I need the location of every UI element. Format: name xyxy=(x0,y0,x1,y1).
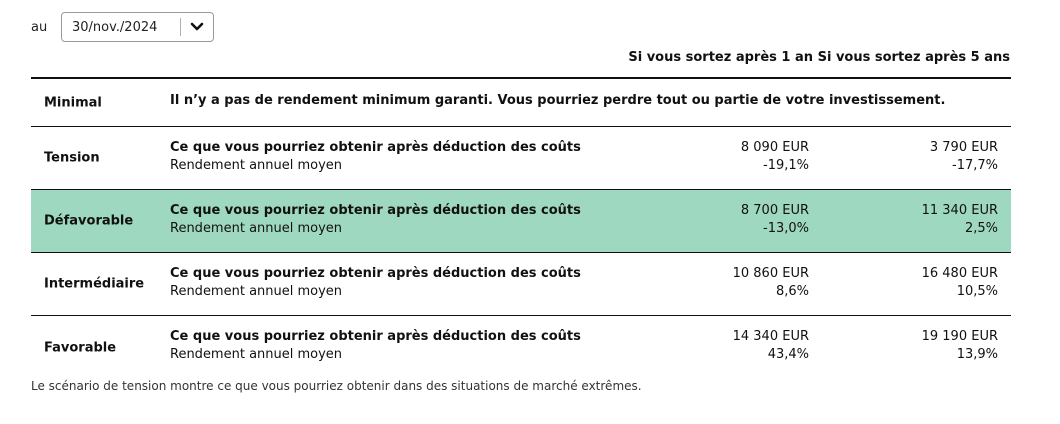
scenario-name: Favorable xyxy=(44,340,117,355)
value-5-years: 16 480 EUR 10,5% xyxy=(922,265,998,301)
return-1-year: -19,1% xyxy=(763,158,809,173)
table-top-rule xyxy=(31,77,1011,79)
table-row-favourable: Favorable Ce que vous pourriez obtenir a… xyxy=(31,316,1011,379)
return-1-year: 43,4% xyxy=(767,347,809,362)
return-5-years: 10,5% xyxy=(956,284,998,299)
amount-1-year: 14 340 EUR xyxy=(732,329,809,344)
date-select[interactable]: 30/nov./2024 xyxy=(61,12,214,42)
amount-5-years: 11 340 EUR xyxy=(921,203,998,218)
scenario-description: Ce que vous pourriez obtenir après déduc… xyxy=(170,202,581,238)
date-selector-row: au 30/nov./2024 xyxy=(31,12,214,42)
stress-scenario-footnote: Le scénario de tension montre ce que vou… xyxy=(31,379,642,393)
amount-5-years: 3 790 EUR xyxy=(929,140,998,155)
value-5-years: 3 790 EUR -17,7% xyxy=(930,139,998,175)
scenario-description: Ce que vous pourriez obtenir après déduc… xyxy=(170,265,581,301)
description-sub: Rendement annuel moyen xyxy=(170,221,343,236)
amount-1-year: 8 090 EUR xyxy=(740,140,809,155)
table-row-unfavourable: Défavorable Ce que vous pourriez obtenir… xyxy=(31,190,1011,253)
date-label: au xyxy=(31,19,48,35)
scenario-description: Ce que vous pourriez obtenir après déduc… xyxy=(170,139,581,175)
value-1-year: 8 700 EUR -13,0% xyxy=(741,202,809,238)
table-row-minimal: Minimal Il n’y a pas de rendement minimu… xyxy=(31,79,1011,127)
date-select-separator xyxy=(180,18,181,36)
scenario-name: Tension xyxy=(44,150,100,166)
value-5-years: 11 340 EUR 2,5% xyxy=(922,202,998,238)
scenario-name: Intermédiaire xyxy=(44,276,145,292)
value-5-years: 19 190 EUR 13,9% xyxy=(922,328,998,364)
scenario-name: Minimal xyxy=(44,95,102,110)
description-main: Ce que vous pourriez obtenir après déduc… xyxy=(170,329,581,344)
value-1-year: 14 340 EUR 43,4% xyxy=(733,328,809,364)
return-5-years: 2,5% xyxy=(964,221,998,236)
description-sub: Rendement annuel moyen xyxy=(170,158,343,173)
amount-1-year: 10 860 EUR xyxy=(732,266,809,281)
return-5-years: -17,7% xyxy=(952,158,998,173)
table-row-tension: Tension Ce que vous pourriez obtenir apr… xyxy=(31,127,1011,190)
description-main: Ce que vous pourriez obtenir après déduc… xyxy=(170,266,581,281)
value-1-year: 8 090 EUR -19,1% xyxy=(741,139,809,175)
amount-5-years: 19 190 EUR xyxy=(921,329,998,344)
minimal-description: Il n’y a pas de rendement minimum garant… xyxy=(170,93,946,108)
column-header-5-years: Si vous sortez après 5 ans xyxy=(817,50,1010,65)
scenario-description: Ce que vous pourriez obtenir après déduc… xyxy=(170,328,581,364)
return-1-year: 8,6% xyxy=(775,284,809,299)
date-value: 30/nov./2024 xyxy=(72,19,158,35)
value-1-year: 10 860 EUR 8,6% xyxy=(733,265,809,301)
description-main: Ce que vous pourriez obtenir après déduc… xyxy=(170,203,581,218)
description-main: Ce que vous pourriez obtenir après déduc… xyxy=(170,140,581,155)
amount-1-year: 8 700 EUR xyxy=(740,203,809,218)
amount-5-years: 16 480 EUR xyxy=(921,266,998,281)
return-1-year: -13,0% xyxy=(763,221,809,236)
description-sub: Rendement annuel moyen xyxy=(170,284,343,299)
scenarios-table: Minimal Il n’y a pas de rendement minimu… xyxy=(31,77,1011,379)
return-5-years: 13,9% xyxy=(956,347,998,362)
chevron-down-icon[interactable] xyxy=(181,13,213,41)
description-sub: Rendement annuel moyen xyxy=(170,347,343,362)
scenario-name: Défavorable xyxy=(44,213,134,229)
table-row-moderate: Intermédiaire Ce que vous pourriez obten… xyxy=(31,253,1011,316)
column-header-1-year: Si vous sortez après 1 an xyxy=(628,50,813,65)
